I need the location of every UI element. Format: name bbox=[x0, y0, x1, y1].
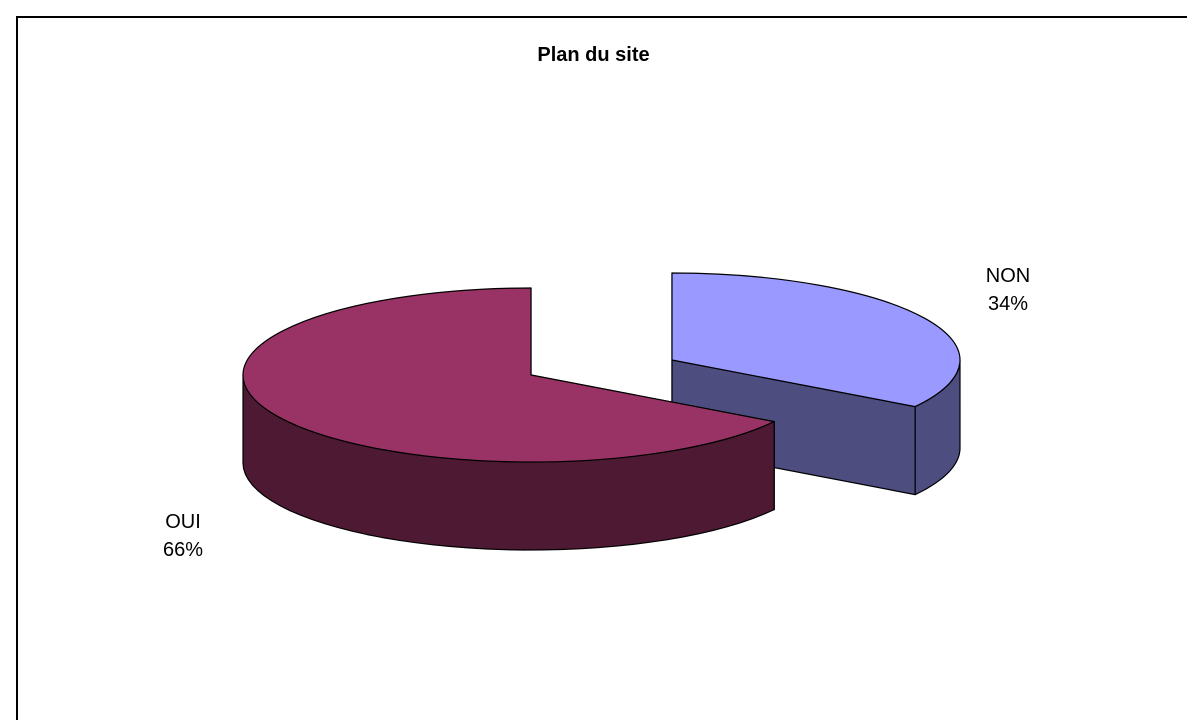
pie-label-non: NON 34% bbox=[986, 265, 1030, 315]
pie-slice-non bbox=[671, 272, 961, 496]
pie-slices bbox=[242, 272, 961, 551]
pie-label-oui: OUI 66% bbox=[163, 511, 203, 561]
pie-labels: OUI 66% NON 34% bbox=[163, 265, 1030, 561]
pie-slice-oui bbox=[242, 287, 775, 551]
pie-label-percent: 66% bbox=[163, 539, 203, 561]
pie-slice-top bbox=[242, 287, 775, 463]
chart-title: Plan du site bbox=[537, 44, 650, 66]
pie-label-category: NON bbox=[986, 265, 1030, 287]
pie-label-category: OUI bbox=[165, 511, 201, 533]
chart-area bbox=[16, 16, 1187, 720]
pie-label-percent: 34% bbox=[988, 293, 1028, 315]
pie-slice-top bbox=[671, 272, 961, 408]
